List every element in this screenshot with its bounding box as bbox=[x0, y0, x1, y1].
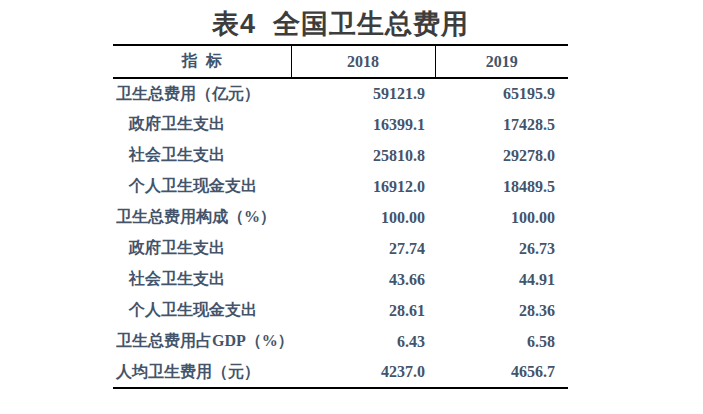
row-indicator-label: 个人卫生现金支出 bbox=[113, 295, 291, 326]
row-value-2018: 43.66 bbox=[291, 264, 435, 295]
document-page: 表4 全国卫生总费用 指 标 2018 2019 卫生总费用（亿元）59121.… bbox=[0, 0, 703, 414]
row-value-2019: 100.00 bbox=[435, 202, 568, 233]
row-value-2018: 16399.1 bbox=[291, 109, 435, 140]
row-indicator-label: 社会卫生支出 bbox=[113, 264, 291, 295]
row-value-2018: 25810.8 bbox=[291, 140, 435, 171]
table-row: 社会卫生支出43.6644.91 bbox=[113, 264, 568, 295]
row-value-2019: 29278.0 bbox=[435, 140, 568, 171]
table-row: 社会卫生支出25810.829278.0 bbox=[113, 140, 568, 171]
column-header-indicator: 指 标 bbox=[113, 45, 291, 78]
row-indicator-label: 政府卫生支出 bbox=[113, 109, 291, 140]
table-row: 人均卫生费用（元）4237.04656.7 bbox=[113, 357, 568, 388]
header-row: 指 标 2018 2019 bbox=[113, 45, 568, 78]
row-value-2018: 28.61 bbox=[291, 295, 435, 326]
row-value-2018: 6.43 bbox=[291, 326, 435, 357]
row-value-2019: 18489.5 bbox=[435, 171, 568, 202]
table-header: 指 标 2018 2019 bbox=[113, 45, 568, 78]
column-header-2019: 2019 bbox=[435, 45, 568, 78]
row-value-2019: 44.91 bbox=[435, 264, 568, 295]
row-value-2019: 65195.9 bbox=[435, 78, 568, 109]
table-body: 卫生总费用（亿元）59121.965195.9政府卫生支出16399.11742… bbox=[113, 78, 568, 388]
table-row: 卫生总费用构成（%）100.00100.00 bbox=[113, 202, 568, 233]
row-value-2018: 4237.0 bbox=[291, 357, 435, 388]
row-value-2019: 17428.5 bbox=[435, 109, 568, 140]
table-row: 卫生总费用（亿元）59121.965195.9 bbox=[113, 78, 568, 109]
row-indicator-label: 卫生总费用占GDP（%） bbox=[113, 326, 291, 357]
row-value-2018: 16912.0 bbox=[291, 171, 435, 202]
column-header-2018: 2018 bbox=[291, 45, 435, 78]
row-value-2019: 26.73 bbox=[435, 233, 568, 264]
row-value-2019: 28.36 bbox=[435, 295, 568, 326]
row-indicator-label: 卫生总费用构成（%） bbox=[113, 202, 291, 233]
table-row: 个人卫生现金支出28.6128.36 bbox=[113, 295, 568, 326]
row-indicator-label: 人均卫生费用（元） bbox=[113, 357, 291, 388]
row-value-2019: 4656.7 bbox=[435, 357, 568, 388]
table-row: 个人卫生现金支出16912.018489.5 bbox=[113, 171, 568, 202]
row-indicator-label: 社会卫生支出 bbox=[113, 140, 291, 171]
row-indicator-label: 个人卫生现金支出 bbox=[113, 171, 291, 202]
row-value-2018: 100.00 bbox=[291, 202, 435, 233]
table-row: 政府卫生支出27.7426.73 bbox=[113, 233, 568, 264]
health-expenditure-table: 指 标 2018 2019 卫生总费用（亿元）59121.965195.9政府卫… bbox=[113, 44, 568, 389]
table-row: 卫生总费用占GDP（%）6.436.58 bbox=[113, 326, 568, 357]
row-indicator-label: 卫生总费用（亿元） bbox=[113, 78, 291, 109]
row-value-2019: 6.58 bbox=[435, 326, 568, 357]
row-value-2018: 27.74 bbox=[291, 233, 435, 264]
table-title: 表4 全国卫生总费用 bbox=[113, 9, 568, 40]
table-row: 政府卫生支出16399.117428.5 bbox=[113, 109, 568, 140]
row-value-2018: 59121.9 bbox=[291, 78, 435, 109]
row-indicator-label: 政府卫生支出 bbox=[113, 233, 291, 264]
